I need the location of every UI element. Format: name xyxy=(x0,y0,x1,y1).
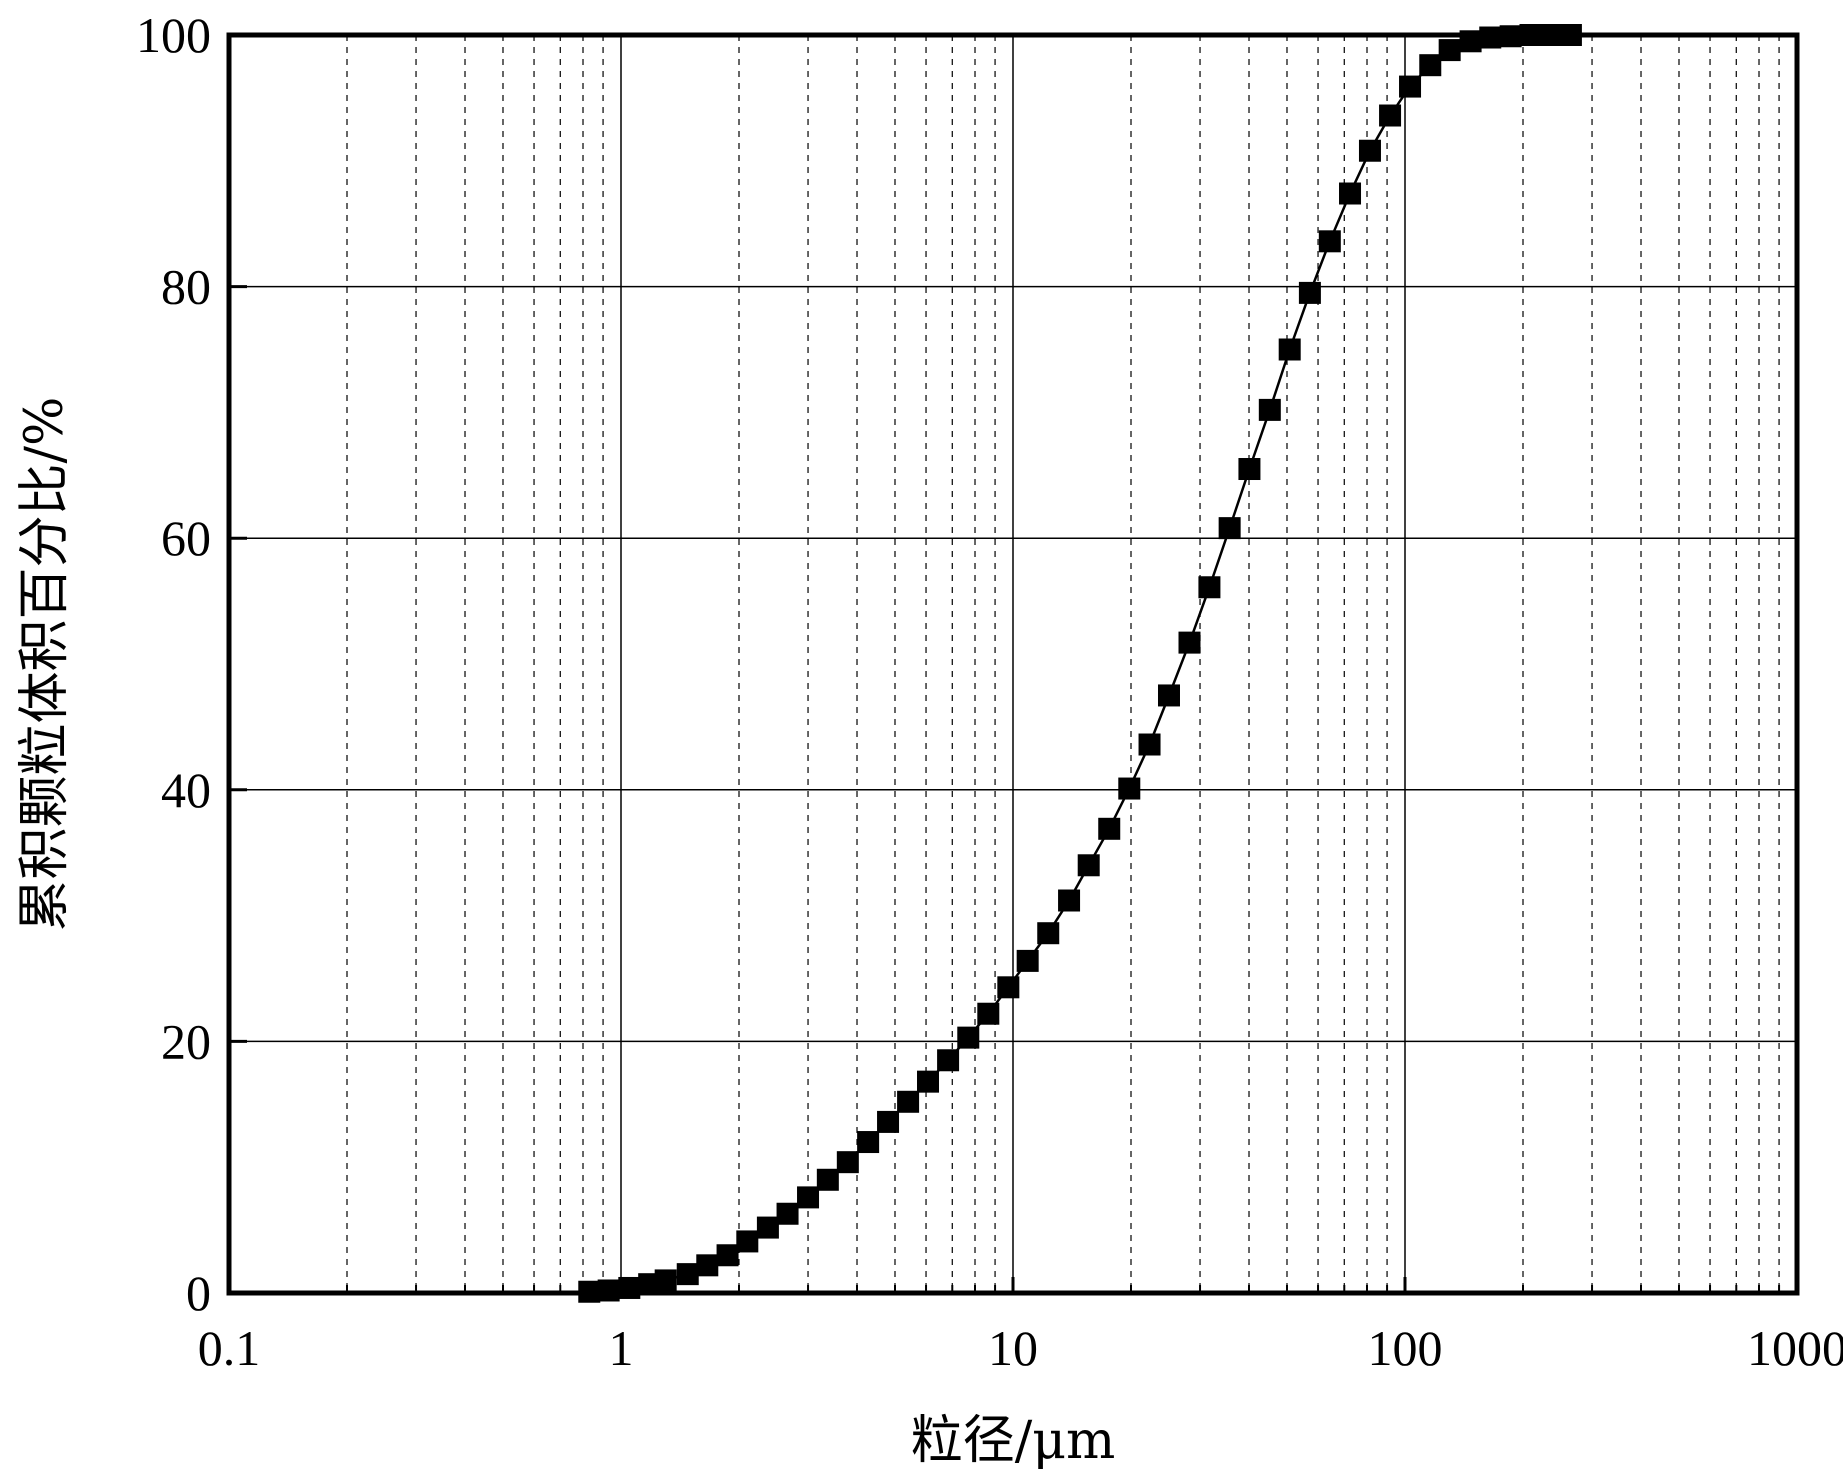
data-point xyxy=(1358,139,1381,162)
y-tick-label: 0 xyxy=(186,1265,211,1321)
data-point xyxy=(877,1110,900,1133)
data-point xyxy=(1258,398,1281,421)
major-gridlines xyxy=(229,35,1797,1293)
data-point xyxy=(937,1049,960,1072)
data-series xyxy=(578,24,1582,1303)
x-tick-label: 1 xyxy=(609,1320,634,1376)
data-point xyxy=(676,1263,699,1286)
data-point xyxy=(997,976,1020,999)
data-point xyxy=(1118,777,1141,800)
data-point xyxy=(957,1026,980,1049)
y-tick-label: 40 xyxy=(161,762,211,818)
data-point xyxy=(1138,733,1161,756)
data-point xyxy=(1178,631,1201,654)
y-tick-label: 60 xyxy=(161,510,211,566)
data-point xyxy=(1077,854,1100,877)
data-point xyxy=(716,1244,739,1267)
y-tick-labels: 0 20 40 60 80 100 xyxy=(136,7,211,1321)
data-point xyxy=(1479,26,1502,49)
x-tick-label: 1000 xyxy=(1747,1320,1843,1376)
data-point xyxy=(1278,338,1301,361)
y-tick-label: 20 xyxy=(161,1013,211,1069)
data-point xyxy=(977,1002,1000,1025)
data-point xyxy=(1058,889,1081,912)
data-point xyxy=(857,1131,880,1154)
x-tick-labels: 0.1 1 10 100 1000 xyxy=(198,1320,1843,1376)
data-point xyxy=(1419,54,1442,77)
x-tick-label: 0.1 xyxy=(198,1320,261,1376)
data-point xyxy=(696,1254,719,1277)
data-point xyxy=(776,1202,799,1225)
data-point xyxy=(1218,517,1241,540)
data-point xyxy=(597,1279,620,1302)
data-point xyxy=(1379,104,1402,127)
x-axis-title: 粒径/μm xyxy=(911,1411,1116,1471)
data-point xyxy=(1438,39,1461,62)
y-tick-label: 80 xyxy=(161,259,211,315)
x-tick-label: 100 xyxy=(1368,1320,1443,1376)
data-point xyxy=(736,1230,759,1253)
data-point xyxy=(897,1090,920,1113)
data-point xyxy=(654,1269,677,1292)
data-point xyxy=(797,1186,820,1209)
data-point xyxy=(917,1070,940,1093)
data-point xyxy=(1238,458,1261,481)
y-axis-title: 累积颗粒体积百分比/% xyxy=(15,397,75,932)
x-tick-label: 10 xyxy=(988,1320,1038,1376)
data-point xyxy=(1298,281,1321,304)
series-line xyxy=(589,33,1571,1293)
data-point xyxy=(1399,75,1422,98)
data-point xyxy=(1198,576,1221,599)
data-point xyxy=(836,1151,859,1174)
data-point xyxy=(1098,817,1121,840)
axis-ticks xyxy=(227,33,1799,1295)
data-point xyxy=(1037,922,1060,945)
data-point xyxy=(1339,182,1362,205)
minor-gridlines xyxy=(346,35,1780,1293)
data-point xyxy=(1016,949,1039,972)
y-tick-label: 100 xyxy=(136,7,211,63)
data-point xyxy=(1157,684,1180,707)
data-point xyxy=(1318,230,1341,253)
data-point xyxy=(816,1168,839,1191)
data-point xyxy=(756,1216,779,1239)
